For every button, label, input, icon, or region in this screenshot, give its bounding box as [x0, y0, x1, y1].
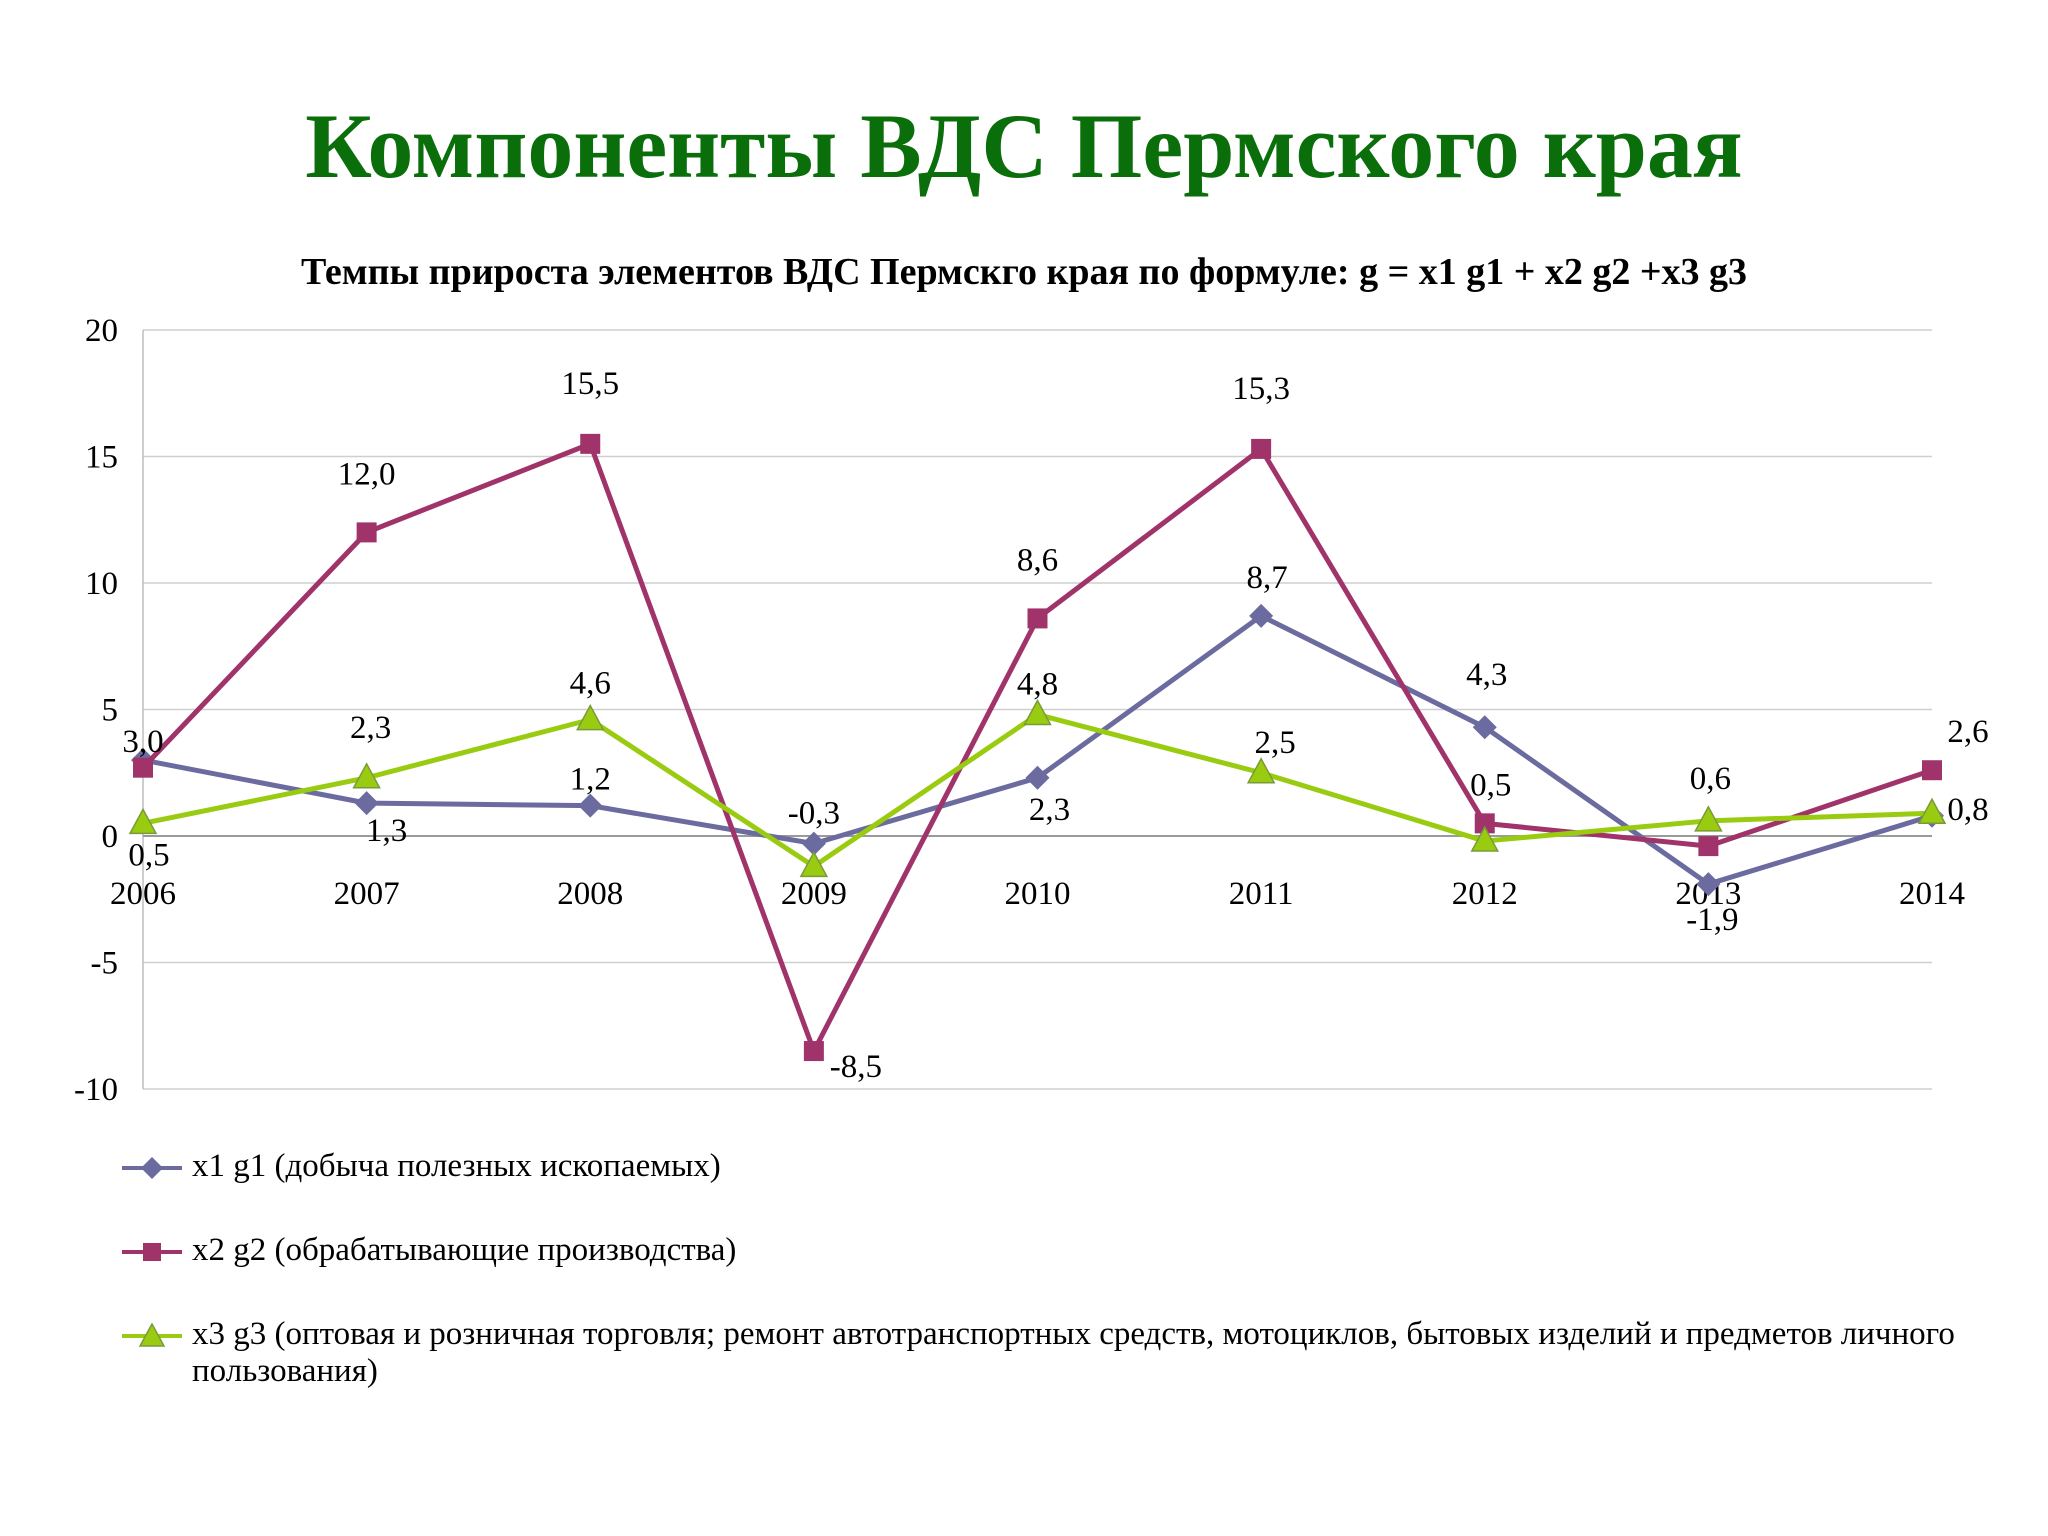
data-label: -1,9	[1686, 902, 1738, 938]
data-label: 4,6	[570, 666, 611, 702]
y-tick-label: 5	[102, 693, 119, 729]
data-point-triangle	[1023, 698, 1052, 726]
data-point-triangle	[128, 807, 158, 835]
data-point-square	[1474, 813, 1495, 834]
legend-marker-square	[122, 1243, 182, 1261]
data-label: 2,3	[350, 710, 391, 746]
data-point-diamond	[1696, 872, 1721, 897]
x-tick-label: 2009	[781, 876, 847, 912]
data-point-diamond	[801, 831, 826, 856]
data-label: 8,6	[1017, 542, 1058, 578]
legend-label-x1: x1 g1 (добыча полезных ископаемых)	[192, 1148, 721, 1184]
data-label: 12,0	[338, 456, 396, 492]
data-label: 0,6	[1690, 761, 1731, 797]
data-point-square	[1251, 438, 1272, 459]
data-label: 4,3	[1466, 657, 1507, 693]
legend-item-x2: x2 g2 (обрабатывающие производства)	[120, 1232, 1992, 1272]
y-tick-label: 10	[85, 566, 118, 602]
data-label: 2,6	[1947, 714, 1988, 750]
data-point-square	[1698, 836, 1719, 857]
data-label: 15,5	[561, 366, 619, 402]
y-tick-label: -5	[91, 946, 119, 982]
data-point-diamond	[354, 791, 379, 816]
x-tick-label: 2011	[1229, 876, 1294, 912]
data-point-square	[580, 433, 601, 454]
data-label: 8,7	[1247, 560, 1288, 596]
x-tick-label: 2014	[1899, 876, 1965, 912]
legend-label-x2: x2 g2 (обрабатывающие производства)	[192, 1232, 737, 1268]
y-tick-label: 20	[85, 313, 118, 349]
data-point-diamond	[1025, 765, 1050, 790]
x-tick-label: 2007	[334, 876, 400, 912]
data-point-square	[1922, 760, 1942, 781]
x-tick-label: 2012	[1452, 876, 1518, 912]
data-point-square	[133, 757, 153, 778]
y-tick-label: 15	[85, 440, 118, 476]
data-label: 1,3	[366, 813, 407, 849]
x-tick-label: 2006	[110, 876, 176, 912]
slide-title: Компоненты ВДС Пермского края	[305, 95, 1743, 197]
data-label: 0,8	[1947, 792, 1988, 828]
data-label: -8,5	[830, 1049, 882, 1085]
data-label: 2,5	[1255, 725, 1296, 761]
data-label: 1,2	[570, 762, 611, 798]
y-tick-label: -10	[74, 1072, 118, 1108]
data-label: 15,3	[1232, 371, 1290, 407]
data-label: 2,3	[1029, 792, 1070, 828]
label-layer: 3,0 1,3 1,2 -0,3 2,3 8,7 4,3 -1,9 0,8 12,0 15,5 -8,…	[122, 366, 1988, 1085]
data-point-diamond	[1249, 603, 1274, 628]
data-point-square	[356, 522, 377, 543]
chart-title: Темпы прироста элементов ВДС Пермскго кр…	[301, 251, 1747, 293]
series-layer	[128, 433, 1947, 1062]
x-tick-label: 2008	[557, 876, 623, 912]
axis-layer: -10 -5 0 5 10 15 20 2006 2007 2008 2009 2010 2011 201…	[74, 313, 1965, 1108]
data-label: 0,5	[128, 837, 169, 873]
data-point-triangle	[575, 704, 605, 731]
legend-item-x3: x3 g3 (оптовая и розничная торговля; рем…	[120, 1316, 1992, 1390]
y-tick-label: 0	[102, 819, 119, 855]
data-label: 3,0	[122, 724, 163, 760]
data-point-square	[803, 1041, 824, 1062]
data-point-diamond	[578, 793, 603, 818]
data-label: -0,3	[788, 796, 840, 832]
data-point-triangle	[1470, 825, 1500, 852]
legend-marker-diamond	[122, 1157, 182, 1179]
data-point-triangle	[1694, 805, 1723, 832]
data-point-triangle	[1246, 757, 1276, 784]
data-point-diamond	[1472, 715, 1497, 740]
data-point-triangle	[799, 850, 829, 878]
legend-item-x1: x1 g1 (добыча полезных ископаемых)	[120, 1148, 1992, 1188]
data-label: 0,5	[1470, 767, 1511, 803]
legend-label-x3: x3 g3 (оптовая и розничная торговля; рем…	[192, 1316, 1955, 1389]
data-point-triangle	[352, 762, 381, 789]
legend-marker-triangle	[122, 1322, 182, 1347]
data-point-square	[1027, 608, 1048, 629]
x-tick-label: 2010	[1005, 876, 1071, 912]
data-point-triangle	[1917, 797, 1947, 824]
series-line-2	[141, 441, 1933, 1054]
data-label: 4,8	[1017, 667, 1058, 703]
